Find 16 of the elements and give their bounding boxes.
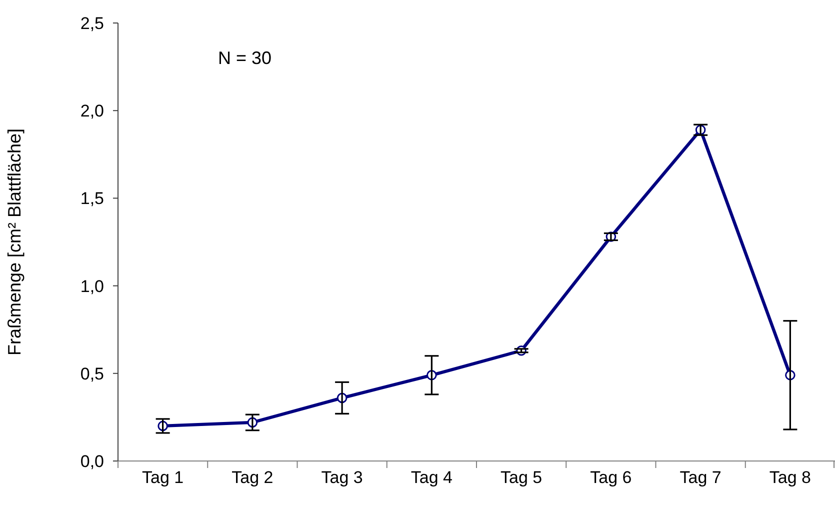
y-tick-label: 1,5 (80, 189, 104, 208)
y-tick-label: 0,5 (80, 364, 104, 384)
y-tick-label: 2,5 (80, 14, 104, 34)
x-tick-label: Tag 1 (142, 468, 184, 487)
y-axis-title: Fraßmenge [cm² Blattfläche] (4, 128, 24, 356)
x-tick-label: Tag 2 (232, 468, 274, 487)
y-tick-label: 2,0 (80, 102, 104, 121)
x-tick-label: Tag 3 (321, 468, 363, 487)
y-tick-label: 1,0 (80, 276, 104, 296)
annotation: N = 30 (218, 47, 272, 69)
x-tick-label: Tag 6 (590, 468, 632, 487)
x-tick-label: Tag 7 (680, 468, 722, 487)
y-tick-label: 0,0 (80, 452, 104, 472)
x-tick-label: Tag 4 (410, 468, 452, 487)
x-tick-label: Tag 5 (500, 468, 542, 487)
x-tick-label: Tag 8 (769, 468, 811, 487)
